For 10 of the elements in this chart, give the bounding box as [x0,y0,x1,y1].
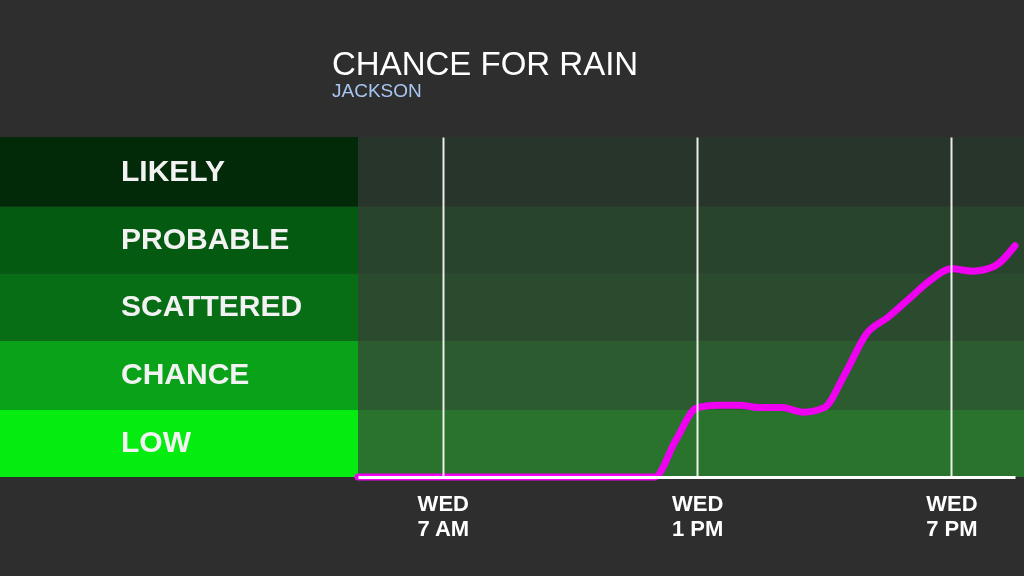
x-tick-label: WED 7 PM [926,490,978,541]
chart-title: CHANCE FOR RAIN [332,45,639,82]
band-label: PROBABLE [121,221,290,255]
band-label: LIKELY [121,153,225,187]
band-label: CHANCE [121,357,250,391]
x-tick-label: WED 7 AM [417,490,470,541]
band-label: SCATTERED [121,289,303,322]
band-label: LOW [121,425,192,459]
x-tick-label: WED 1 PM [671,490,724,541]
chart-subtitle: JACKSON [332,80,422,101]
